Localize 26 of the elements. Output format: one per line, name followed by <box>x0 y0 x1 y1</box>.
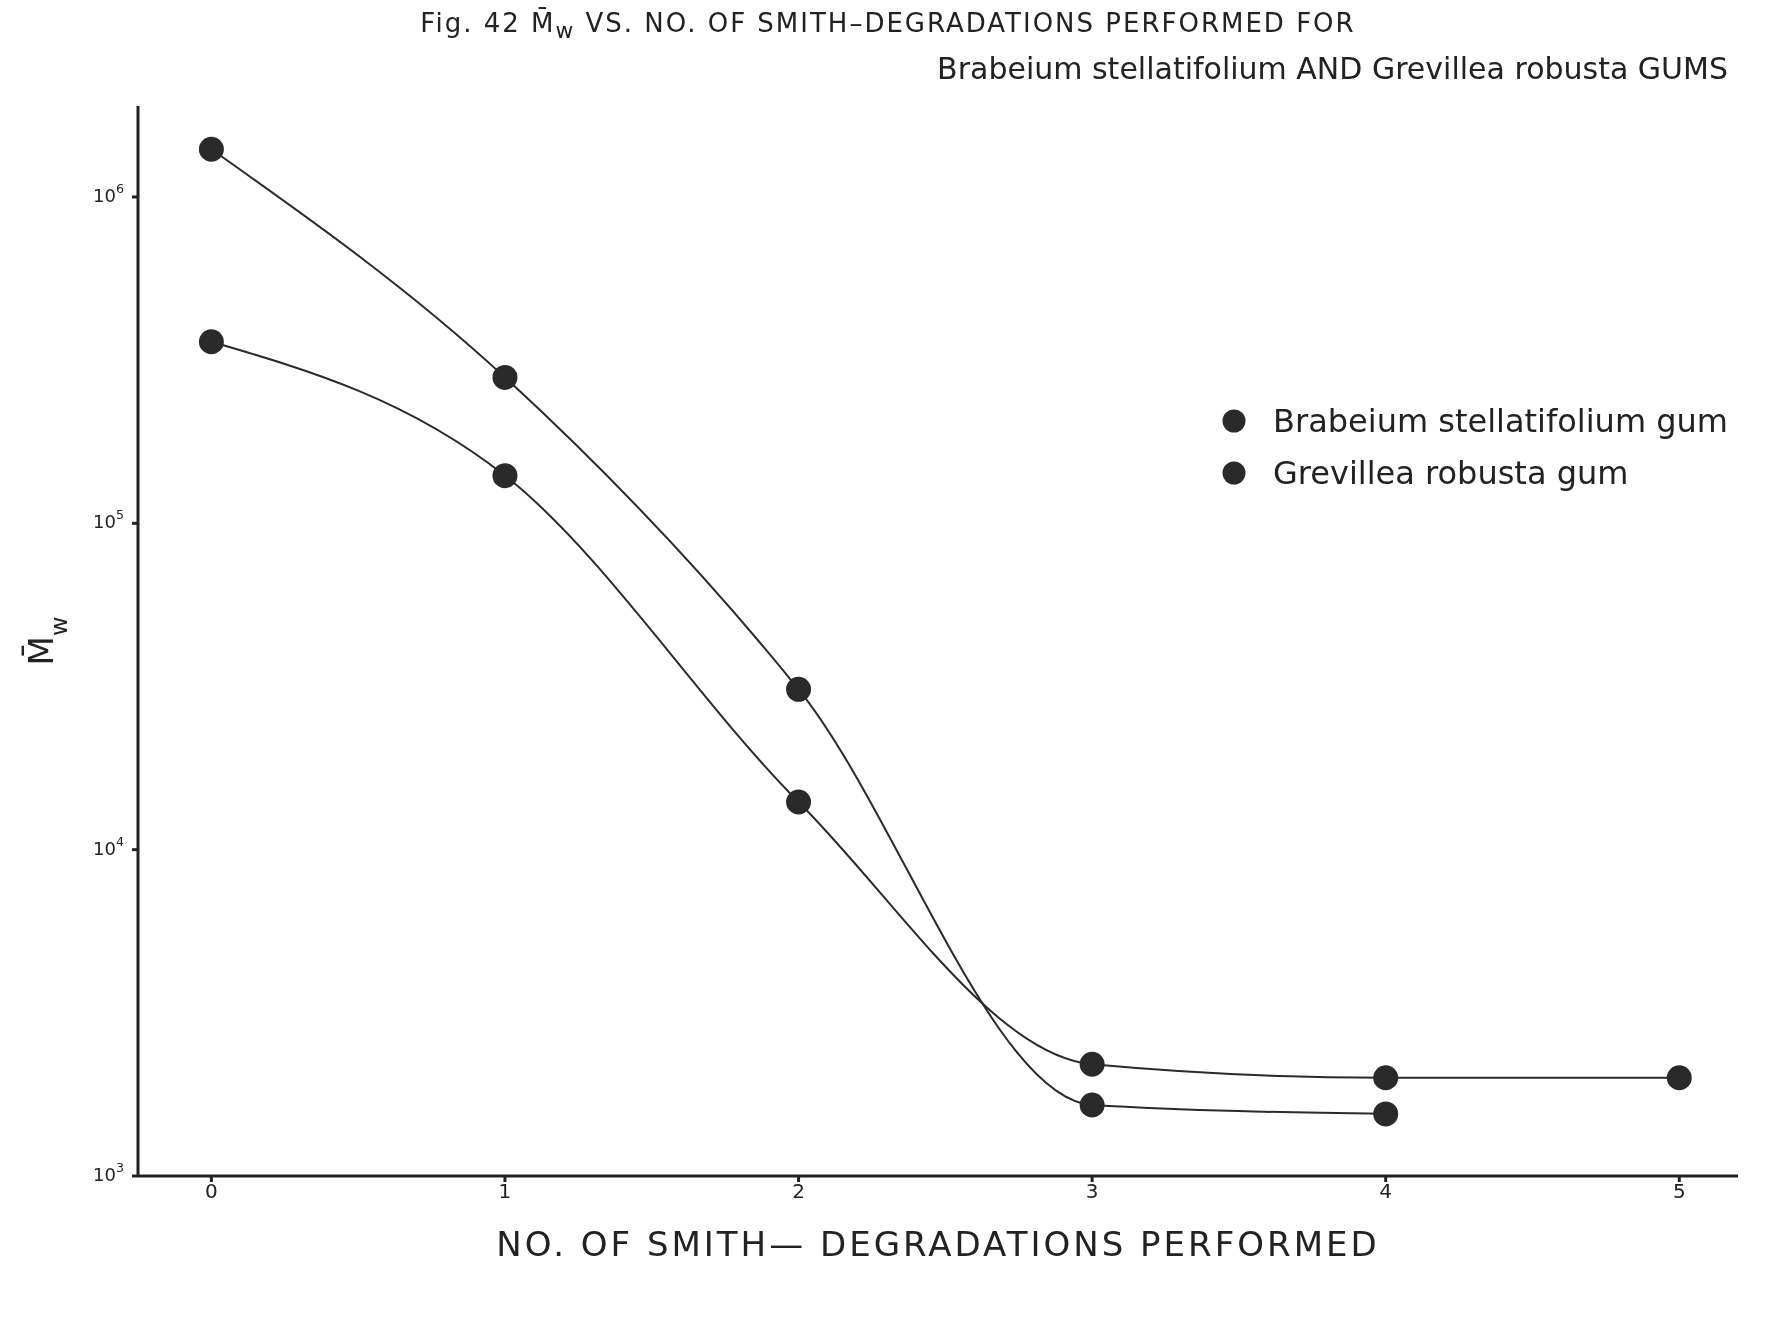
point <box>1666 1065 1692 1091</box>
point <box>786 789 812 815</box>
chart-subtitle: Brabeium stellatifolium AND Grevillea robusta GUMS <box>936 51 1729 87</box>
point <box>198 136 224 162</box>
x-tick-label: 2 <box>792 1179 805 1204</box>
y-tick-label: 10$^{4}$ <box>93 833 124 859</box>
point <box>1079 1051 1105 1077</box>
x-tick-label: 5 <box>1672 1179 1686 1204</box>
x-tick-label: 3 <box>1085 1179 1099 1204</box>
y-tick-label: 10$^{6}$ <box>93 181 124 207</box>
point <box>492 365 518 391</box>
point <box>1373 1101 1399 1127</box>
y-tick-label: 10$^{3}$ <box>93 1160 124 1186</box>
x-tick-label: 1 <box>498 1179 512 1204</box>
legend-label: Grevillea robusta gum <box>1273 454 1629 492</box>
point <box>1373 1065 1399 1091</box>
point <box>198 329 224 355</box>
point <box>492 463 518 489</box>
x-axis-title: NO. OF SMITH— DEGRADATIONS PERFORMED <box>496 1224 1380 1265</box>
point <box>1079 1092 1105 1118</box>
x-tick-label: 4 <box>1379 1179 1393 1204</box>
y-tick-label: 10$^{5}$ <box>93 507 124 533</box>
chart-title: Fig. 42 M̄$_{w}$ VS. NO. OF SMITH–DEGRADATIONS PERFORMED FOR <box>419 8 1357 44</box>
x-tick-label: 0 <box>205 1179 218 1204</box>
legend-label: Brabeium stellatifolium gum <box>1273 402 1728 440</box>
point <box>786 676 812 702</box>
